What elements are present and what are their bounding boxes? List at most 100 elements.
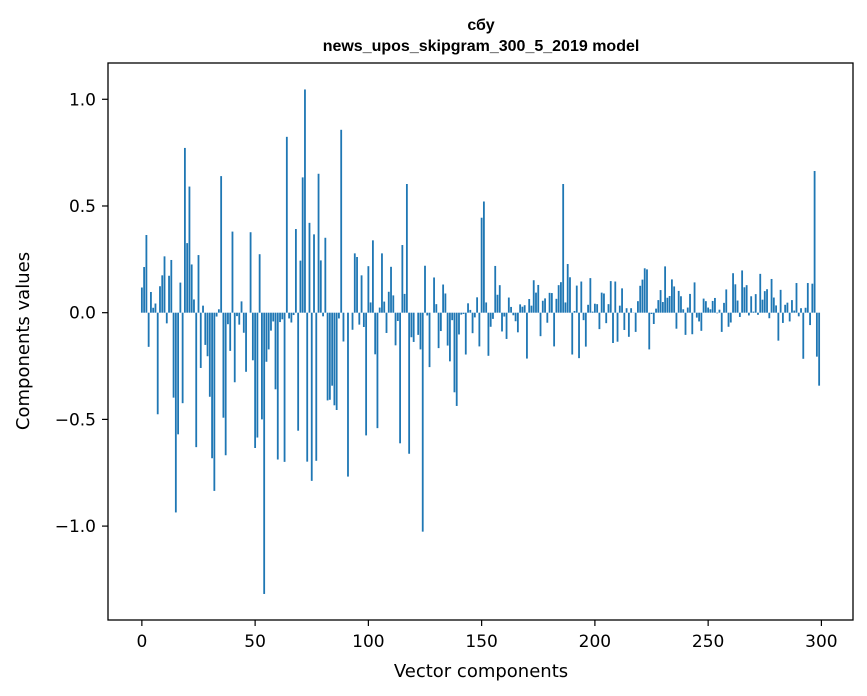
bar-41 bbox=[233, 312, 236, 383]
bar-175 bbox=[537, 284, 540, 313]
bar-70 bbox=[299, 260, 302, 313]
bar-46 bbox=[245, 312, 247, 372]
bar-99 bbox=[365, 312, 368, 436]
bar-30 bbox=[208, 312, 211, 397]
bar-251 bbox=[709, 309, 712, 313]
bar-264 bbox=[738, 312, 741, 317]
bar-208 bbox=[612, 312, 614, 343]
bar-280 bbox=[775, 305, 777, 313]
bar-277 bbox=[768, 312, 771, 319]
bar-196 bbox=[584, 312, 587, 347]
bar-279 bbox=[772, 297, 775, 313]
bar-16 bbox=[177, 312, 180, 435]
bar-52 bbox=[258, 254, 261, 313]
bar-87 bbox=[338, 312, 340, 319]
bar-231 bbox=[664, 266, 667, 313]
bar-262 bbox=[734, 284, 737, 313]
bar-8 bbox=[159, 286, 161, 313]
bar-13 bbox=[170, 259, 173, 313]
bar-211 bbox=[618, 305, 621, 313]
bar-253 bbox=[714, 297, 716, 313]
x-tick-label-5: 250 bbox=[692, 632, 724, 652]
bar-195 bbox=[582, 312, 585, 321]
bar-20 bbox=[186, 243, 189, 313]
bar-83 bbox=[328, 312, 331, 400]
bar-129 bbox=[433, 277, 435, 313]
bar-19 bbox=[183, 147, 186, 313]
bar-57 bbox=[270, 312, 272, 331]
bar-189 bbox=[569, 277, 571, 313]
bar-194 bbox=[580, 281, 583, 313]
bar-216 bbox=[630, 308, 633, 313]
bar-213 bbox=[623, 312, 626, 330]
bar-248 bbox=[702, 298, 705, 313]
bar-243 bbox=[691, 312, 694, 335]
bar-27 bbox=[202, 305, 204, 313]
bar-295 bbox=[809, 312, 811, 326]
bar-198 bbox=[589, 278, 592, 313]
bar-203 bbox=[600, 292, 603, 313]
bar-161 bbox=[505, 312, 508, 339]
bar-235 bbox=[673, 286, 676, 313]
bar-292 bbox=[802, 312, 805, 359]
bar-252 bbox=[711, 300, 714, 313]
bar-69 bbox=[297, 312, 300, 431]
bar-136 bbox=[449, 312, 451, 362]
bar-76 bbox=[313, 234, 315, 313]
bar-101 bbox=[369, 302, 372, 313]
bar-122 bbox=[417, 312, 420, 335]
bar-237 bbox=[677, 290, 680, 313]
bar-291 bbox=[800, 308, 802, 313]
bar-268 bbox=[748, 312, 750, 316]
bar-218 bbox=[634, 312, 637, 332]
bar-254 bbox=[716, 312, 719, 314]
y-axis-label: Components values bbox=[13, 252, 34, 430]
bar-60 bbox=[276, 312, 279, 460]
bar-163 bbox=[510, 306, 512, 313]
bar-109 bbox=[387, 291, 390, 313]
bar-137 bbox=[451, 312, 454, 321]
bar-0 bbox=[140, 287, 143, 313]
bar-17 bbox=[179, 282, 182, 313]
bar-119 bbox=[410, 312, 413, 338]
bar-38 bbox=[227, 312, 229, 325]
bar-184 bbox=[557, 285, 560, 313]
bar-230 bbox=[661, 302, 664, 313]
bar-64 bbox=[285, 136, 288, 313]
bar-7 bbox=[156, 312, 159, 415]
bar-32 bbox=[213, 312, 216, 491]
bar-135 bbox=[446, 312, 449, 346]
bar-54 bbox=[263, 312, 266, 594]
bar-246 bbox=[698, 312, 700, 322]
bar-289 bbox=[795, 283, 798, 313]
bar-123 bbox=[419, 312, 422, 350]
bar-256 bbox=[720, 312, 723, 332]
bar-182 bbox=[553, 312, 556, 347]
bar-22 bbox=[190, 264, 193, 313]
bar-180 bbox=[548, 292, 551, 313]
bar-249 bbox=[704, 301, 707, 313]
bar-229 bbox=[659, 290, 662, 313]
bar-71 bbox=[301, 177, 304, 313]
bar-272 bbox=[757, 312, 759, 315]
bar-116 bbox=[403, 293, 406, 313]
bar-164 bbox=[512, 312, 515, 316]
bar-205 bbox=[605, 312, 608, 324]
bar-106 bbox=[381, 253, 383, 313]
bar-215 bbox=[627, 312, 630, 337]
chart-title-line2: news_upos_skipgram_300_5_2019 model bbox=[323, 38, 640, 55]
bar-115 bbox=[401, 245, 404, 313]
bar-74 bbox=[308, 222, 311, 313]
bar-145 bbox=[469, 309, 472, 313]
bar-4 bbox=[150, 291, 152, 313]
bar-239 bbox=[682, 309, 685, 313]
bar-72 bbox=[304, 89, 306, 313]
bar-26 bbox=[199, 312, 202, 368]
bar-242 bbox=[689, 293, 691, 313]
bar-187 bbox=[564, 302, 567, 313]
bar-45 bbox=[242, 312, 245, 333]
bar-274 bbox=[761, 299, 764, 313]
bar-1 bbox=[143, 267, 146, 313]
bar-287 bbox=[791, 300, 793, 313]
